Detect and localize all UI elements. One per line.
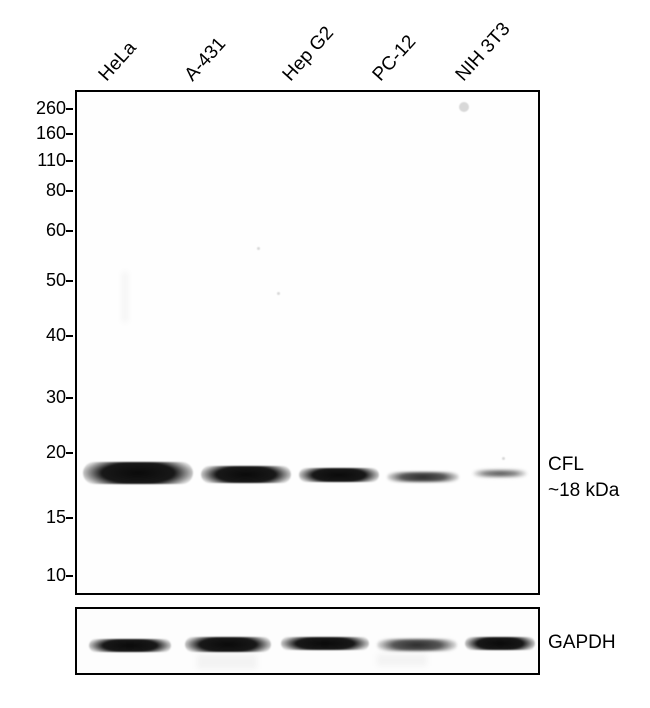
cfl-band-pc12 <box>387 472 459 482</box>
cfl-band-hepg2 <box>299 468 379 482</box>
ladder-10: 10 <box>46 565 66 586</box>
lane-labels-row: HeLa A-431 Hep G2 PC-12 NIH 3T3 <box>75 0 540 90</box>
target-label: CFL <box>548 454 584 476</box>
lane-label-a431: A-431 <box>181 34 231 86</box>
ladder-60: 60 <box>46 220 66 241</box>
cfl-band-hela <box>83 462 193 484</box>
ladder-260: 260 <box>36 98 66 119</box>
lane-label-hepg2: Hep G2 <box>279 23 339 86</box>
western-blot-figure: HeLa A-431 Hep G2 PC-12 NIH 3T3 260 160 … <box>0 0 650 708</box>
blot-smudge <box>377 654 427 666</box>
blot-smudge <box>122 272 128 322</box>
cfl-band-a431 <box>201 466 291 483</box>
blot-artifact <box>277 292 280 295</box>
ladder-40: 40 <box>46 325 66 346</box>
gapdh-band-a431 <box>185 637 271 652</box>
ladder-160: 160 <box>36 123 66 144</box>
gapdh-band-hela <box>89 639 171 652</box>
blot-smudge <box>197 654 257 669</box>
gapdh-band-nih3t3 <box>465 637 535 650</box>
cfl-band-nih3t3 <box>473 470 527 477</box>
gapdh-band-pc12 <box>377 639 457 651</box>
ladder-50: 50 <box>46 270 66 291</box>
ladder-30: 30 <box>46 387 66 408</box>
blot-artifact <box>459 102 469 112</box>
lane-label-hela: HeLa <box>95 38 142 86</box>
ladder-80: 80 <box>46 180 66 201</box>
lane-label-pc12: PC-12 <box>369 31 421 86</box>
loading-control-membrane <box>75 607 540 675</box>
ladder-15: 15 <box>46 507 66 528</box>
main-blot-membrane <box>75 90 540 595</box>
target-mw-label: ~18 kDa <box>548 480 619 502</box>
ladder-110: 110 <box>37 150 66 171</box>
blot-artifact <box>502 457 505 460</box>
ladder-20: 20 <box>46 442 66 463</box>
lane-label-nih3t3: NIH 3T3 <box>452 19 516 86</box>
blot-artifact <box>257 247 260 250</box>
loading-control-label: GAPDH <box>548 632 616 654</box>
gapdh-band-hepg2 <box>281 637 369 650</box>
